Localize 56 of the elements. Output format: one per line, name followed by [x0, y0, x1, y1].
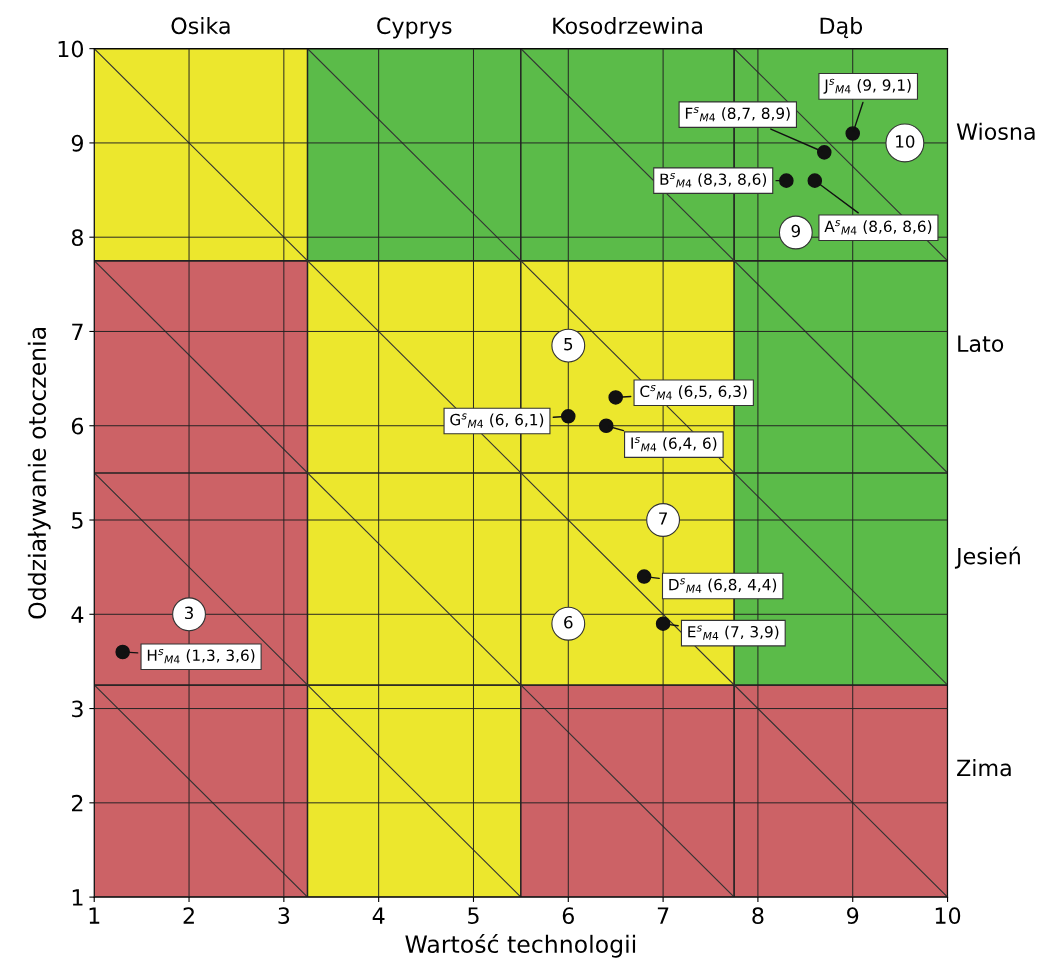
x-tick-label: 10 [935, 907, 961, 925]
point [561, 409, 576, 424]
x-tick-label: 6 [562, 907, 574, 925]
text: Kosodrzewina [553, 16, 702, 35]
annotation: 10 [896, 135, 915, 148]
point [807, 173, 823, 188]
annotation: F$^{s}$$_{M4}$ (8,7, 8,9) [685, 106, 790, 122]
x-tick-label: 4 [372, 907, 385, 924]
text: Zima [957, 759, 1011, 777]
y-tick-label: 3 [72, 700, 83, 718]
point [598, 418, 614, 434]
text: Dąb [820, 16, 863, 39]
point [608, 390, 623, 405]
text: Wiosna [956, 122, 1035, 140]
y-axis-title: Oddziaływanie otoczenia [27, 328, 51, 619]
text: Cyprys [377, 17, 452, 39]
x-tick-label: 3 [278, 907, 290, 925]
point [115, 644, 130, 660]
y-tick-label: 1 [72, 889, 83, 906]
annotation: D$^{s}$$_{M4}$ (6,8, 4,4) [669, 578, 777, 593]
x-tick-label: 2 [183, 907, 194, 924]
annotation: J$^{s}$$_{M4}$ (9, 9,1) [823, 78, 911, 94]
annotation: 5 [564, 338, 573, 351]
y-tick-label: 4 [71, 606, 84, 623]
annotation: C$^{s}$$_{M4}$ (6,5, 6,3) [640, 385, 747, 400]
point [816, 145, 832, 160]
y-tick-label: 10 [58, 40, 84, 58]
annotation: I$^{s}$$_{M4}$ (6,4, 6) [631, 436, 717, 452]
annotation: 9 [791, 224, 800, 238]
y-tick-label: 2 [72, 794, 83, 812]
x-tick-label: 8 [752, 907, 764, 925]
annotation: 3 [185, 606, 194, 620]
annotation: G$^{s}$$_{M4}$ (6, 6,1) [450, 413, 544, 428]
text: Lato [958, 335, 1004, 353]
annotation: 6 [564, 615, 573, 629]
annotation: H$^{s}$$_{M4}$ (1,3, 3,6) [147, 649, 255, 664]
text: Jesień [954, 546, 1020, 569]
y-tick-label: 6 [71, 417, 84, 435]
annotation: E$^{s}$$_{M4}$ (7, 3,9) [688, 625, 779, 640]
y-tick-label: 5 [72, 512, 83, 529]
point [655, 616, 671, 631]
x-axis-title: Wartość technologii [405, 933, 636, 958]
annotation: 7 [659, 512, 667, 525]
x-tick-label: 9 [847, 907, 859, 925]
text: Osika [171, 16, 230, 35]
y-tick-label: 9 [71, 134, 83, 152]
point [779, 173, 794, 188]
point [845, 126, 861, 141]
annotation: B$^{s}$$_{M4}$ (8,3, 8,6) [660, 172, 767, 188]
annotation: A$^{s}$$_{M4}$ (8,6, 8,6) [824, 220, 932, 235]
x-tick-label: 7 [657, 907, 669, 924]
point [636, 569, 652, 584]
y-tick-label: 8 [71, 229, 83, 246]
x-tick-label: 5 [468, 907, 479, 925]
x-tick-label: 1 [89, 907, 100, 924]
y-tick-label: 7 [72, 323, 83, 340]
